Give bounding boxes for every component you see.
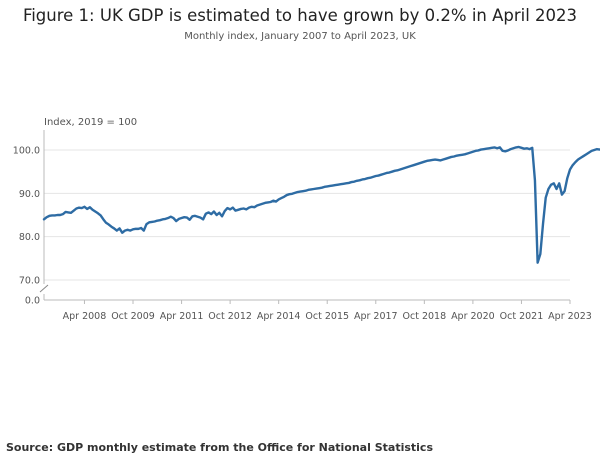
- source-note: Source: GDP monthly estimate from the Of…: [6, 441, 433, 454]
- chart-subtitle: Monthly index, January 2007 to April 202…: [184, 31, 416, 42]
- x-tick-label: Apr 2008: [63, 311, 107, 322]
- series-layer: [42, 145, 600, 264]
- y-tick-label: 80.0: [19, 232, 40, 243]
- x-tick-label: Oct 2009: [111, 311, 155, 322]
- gdp-series-line: [42, 145, 600, 264]
- axes: [39, 130, 571, 304]
- y-tick-label: 100.0: [13, 146, 40, 157]
- x-tick-label: Apr 2017: [354, 311, 398, 322]
- y-tick-label: 70.0: [19, 276, 40, 287]
- y-tick-label: 90.0: [19, 189, 40, 200]
- x-tick-label: Oct 2021: [500, 311, 544, 322]
- tick-labels: 0.0 70.0 80.0 90.0 100.0 Apr 2008 Oct 2009 Apr …: [13, 146, 592, 323]
- gridlines: [44, 149, 570, 281]
- x-tick-label: Oct 2012: [208, 311, 252, 322]
- x-tick-label: Apr 2023: [548, 311, 592, 322]
- y-tick-label: 0.0: [25, 296, 40, 307]
- chart-title: Figure 1: UK GDP is estimated to have gr…: [22, 6, 578, 25]
- x-tick-label: Apr 2014: [257, 311, 301, 322]
- axis-break-mark: [39, 284, 49, 293]
- x-tick-label: Oct 2015: [305, 311, 349, 322]
- x-tick-label: Apr 2020: [451, 311, 495, 322]
- x-tick-label: Apr 2011: [160, 311, 204, 322]
- x-tick-label: Oct 2018: [403, 311, 447, 322]
- y-axis-title: Index, 2019 = 100: [44, 117, 137, 128]
